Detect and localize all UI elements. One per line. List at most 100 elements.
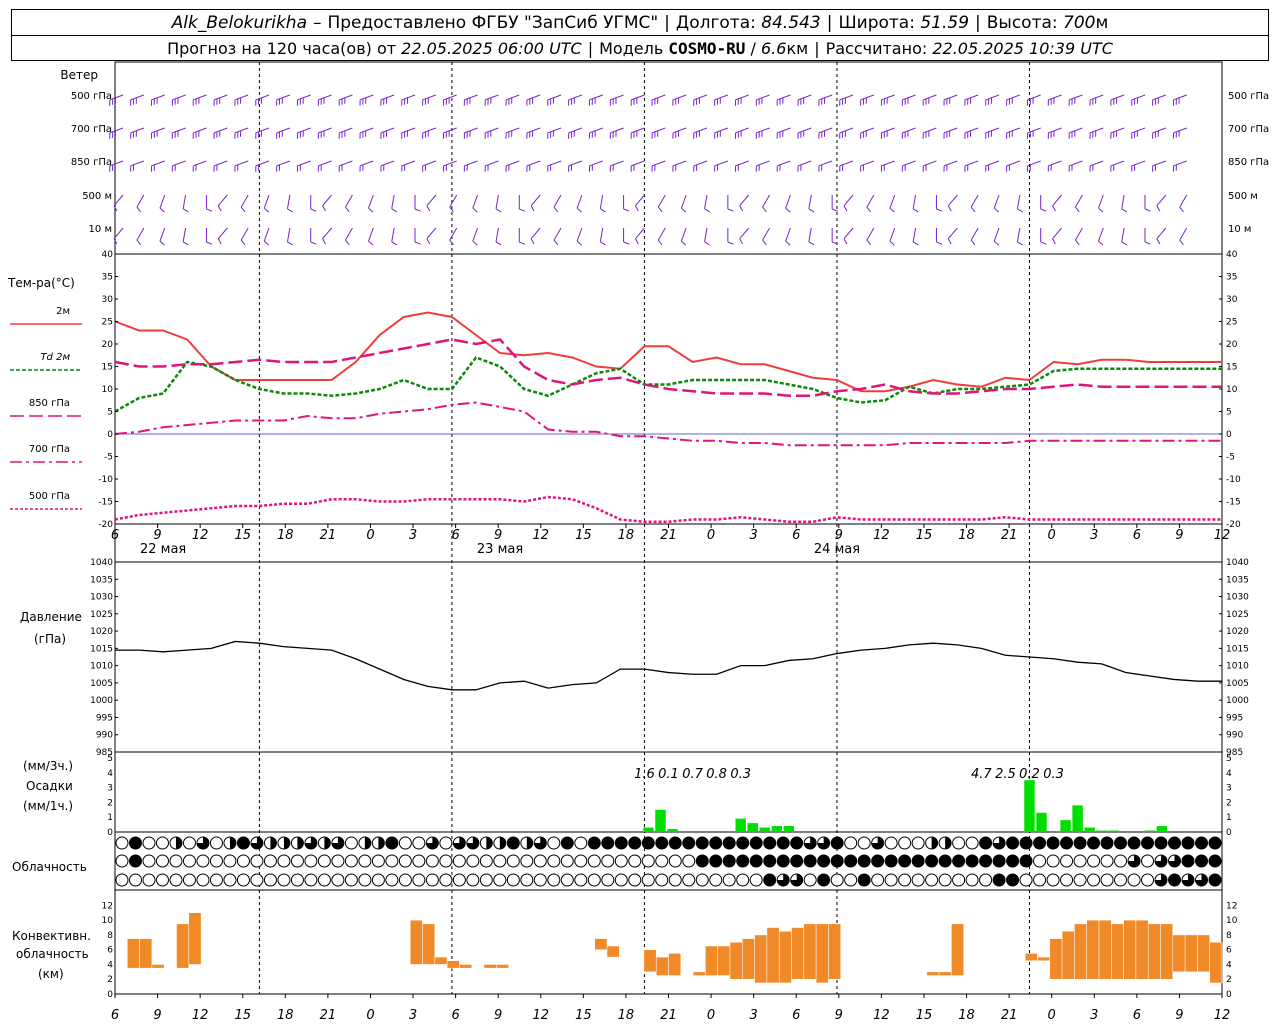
wind-barb-feather	[530, 205, 535, 212]
wind-barb	[318, 127, 332, 134]
x-tick-label: 6	[792, 528, 800, 543]
wind-barb	[589, 94, 603, 101]
wind-barb-feather	[310, 208, 317, 212]
wind-barb-feather	[727, 208, 734, 212]
cloud-circle	[736, 836, 750, 850]
wind-barb-feather	[1144, 241, 1151, 245]
cloud-circle	[1006, 873, 1020, 887]
wind-barb	[159, 194, 166, 209]
wind-barb	[943, 127, 958, 134]
wind-barb	[286, 194, 291, 209]
precip-tick-label: 3	[1226, 784, 1232, 794]
wind-barb-feather	[345, 239, 350, 246]
cloud-circle	[547, 873, 561, 887]
convective-bar	[1061, 930, 1075, 980]
convective-bar	[766, 927, 780, 984]
x-tick-label: 9	[494, 1008, 502, 1023]
model-label: Модель	[599, 39, 664, 58]
wind-barb	[240, 194, 249, 208]
pressure-tick-label: 1005	[1226, 679, 1249, 689]
conv-tick-label: 4	[1226, 960, 1232, 970]
cloud-circle	[128, 854, 142, 868]
wind-barb	[255, 160, 270, 167]
cloud-circle	[1168, 873, 1182, 887]
convective-bar	[742, 938, 755, 980]
pressure-tick-label: 985	[1226, 748, 1243, 758]
wind-barb	[193, 127, 207, 134]
cloud-circle	[304, 854, 318, 868]
wind-barb	[1052, 227, 1062, 240]
cloud-circle	[290, 873, 304, 887]
x-tick-label: 3	[1090, 528, 1098, 543]
wind-barb	[547, 94, 562, 101]
cloud-circle	[250, 873, 264, 887]
x-tick-label: 0	[1048, 1008, 1056, 1023]
t500-line	[114, 495, 1222, 523]
precip-tick-label: 5	[1226, 754, 1232, 764]
forecast-time: 22.05.2025 06:00 UTC	[401, 39, 582, 58]
cloud-three-quarter	[993, 837, 1006, 849]
cloud-circle	[857, 836, 871, 850]
wind-barb	[657, 194, 666, 208]
cloud-circle	[1127, 873, 1141, 887]
wind-barb	[1027, 94, 1041, 101]
wind-barb-feather	[947, 238, 952, 245]
cloud-circle	[412, 873, 426, 887]
conv-tick-label: 10	[1226, 916, 1238, 926]
cloud-circle	[857, 854, 871, 868]
wind-panel	[109, 94, 1188, 246]
wind-barb	[213, 127, 228, 134]
wind-barb-feather	[182, 208, 189, 213]
pressure-tick-label: 1030	[90, 593, 113, 603]
precip-tick-label: 4	[1226, 769, 1232, 779]
cloud-circle	[817, 854, 831, 868]
cloud-circle	[655, 836, 669, 850]
wind-barb	[568, 127, 583, 134]
cloud-circle	[601, 836, 615, 850]
td2m-line	[114, 356, 1222, 413]
wind-barb	[797, 160, 812, 167]
cloud-half	[378, 837, 385, 849]
cloud-circle	[655, 854, 669, 868]
wind-barb	[1074, 194, 1083, 208]
wind-barb-feather	[762, 206, 767, 213]
cloud-circle	[911, 836, 925, 850]
cloud-half	[526, 837, 533, 849]
pressure-tick-label: 1040	[1226, 558, 1249, 568]
x-tick-label: 9	[153, 528, 161, 543]
wind-barb	[297, 94, 311, 101]
cloud-circle	[236, 873, 250, 887]
convective-bar	[1123, 919, 1137, 980]
cloud-circle	[898, 836, 912, 850]
x-tick-label: 15	[916, 528, 933, 543]
wind-barb-feather	[1040, 241, 1047, 245]
wind-barb	[182, 227, 187, 242]
alt-label: Высота:	[986, 12, 1058, 33]
conv-tick-label: 10	[102, 916, 114, 926]
cloud-circle	[493, 854, 507, 868]
wind-barb	[866, 227, 875, 241]
wind-barb	[1098, 227, 1104, 242]
conv-tick-label: 2	[107, 975, 113, 985]
wind-barb	[777, 160, 791, 167]
wind-barb	[297, 160, 311, 167]
wind-barb	[401, 160, 416, 167]
cloud-circle	[655, 873, 669, 887]
wind-level-label: 10 м	[89, 224, 112, 235]
temp-tick-label: -5	[1226, 453, 1235, 463]
wind-barb	[1006, 160, 1021, 167]
cloud-circle	[547, 836, 561, 850]
wind-barb-feather	[1156, 205, 1161, 212]
wind-barb	[704, 194, 708, 209]
wind-barb-feather	[785, 207, 791, 213]
wind-barb-feather	[1156, 238, 1161, 245]
pressure-tick-label: 1035	[1226, 575, 1249, 585]
convective-bar	[1098, 919, 1112, 980]
wind-barb	[217, 227, 228, 240]
wind-barb	[213, 94, 228, 101]
cloud-circle	[452, 873, 466, 887]
precip-bar	[1036, 812, 1047, 832]
x-tick-label: 12	[1214, 528, 1231, 543]
convective-bar	[1135, 919, 1149, 980]
cloud-circle	[601, 854, 615, 868]
